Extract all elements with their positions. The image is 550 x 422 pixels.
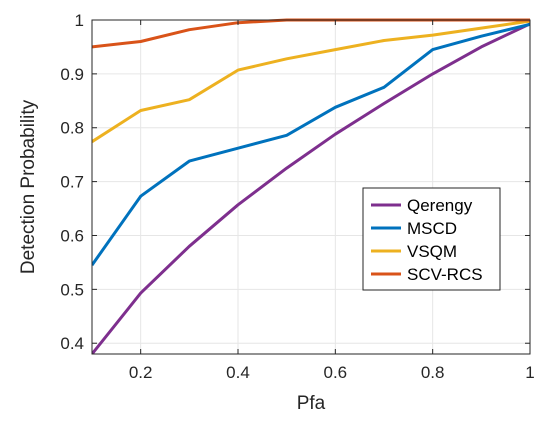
x-tick-label: 0.8 (421, 363, 445, 382)
legend-label: VSQM (407, 242, 457, 261)
plot-frame (91, 19, 531, 355)
y-axis-label: Detection Probability (18, 99, 39, 274)
x-axis-label: Pfa (297, 393, 326, 414)
x-tick-label: 1 (525, 363, 534, 382)
y-tick-label: 0.9 (60, 65, 84, 84)
y-tick-label: 0.5 (60, 280, 84, 299)
x-tick-label: 0.6 (324, 363, 348, 382)
x-tick-label: 0.4 (226, 363, 250, 382)
series-line-scv-rcs (92, 18, 530, 49)
x-tick-label: 0.2 (129, 363, 153, 382)
legend: Qerengy MSCD VSQM SCV-RCS (362, 187, 501, 291)
series-line-qerengy (92, 22, 530, 354)
series-line-vsqm (92, 19, 530, 143)
y-tick-label: 0.7 (60, 173, 84, 192)
legend-label: Qerengy (407, 196, 473, 215)
legend-label: MSCD (407, 219, 457, 238)
series-line-mscd (92, 22, 530, 266)
legend-label: SCV-RCS (407, 265, 483, 284)
ticks: 0.2 0.4 0.6 0.8 1 0.4 0.5 0.6 0.7 0.8 0.9 1 (60, 11, 534, 382)
y-tick-label: 0.8 (60, 119, 84, 138)
series-lines (92, 18, 530, 354)
y-tick-label: 1 (75, 11, 84, 30)
y-tick-label: 0.6 (60, 226, 84, 245)
y-tick-label: 0.4 (60, 334, 84, 353)
grid (92, 19, 531, 354)
